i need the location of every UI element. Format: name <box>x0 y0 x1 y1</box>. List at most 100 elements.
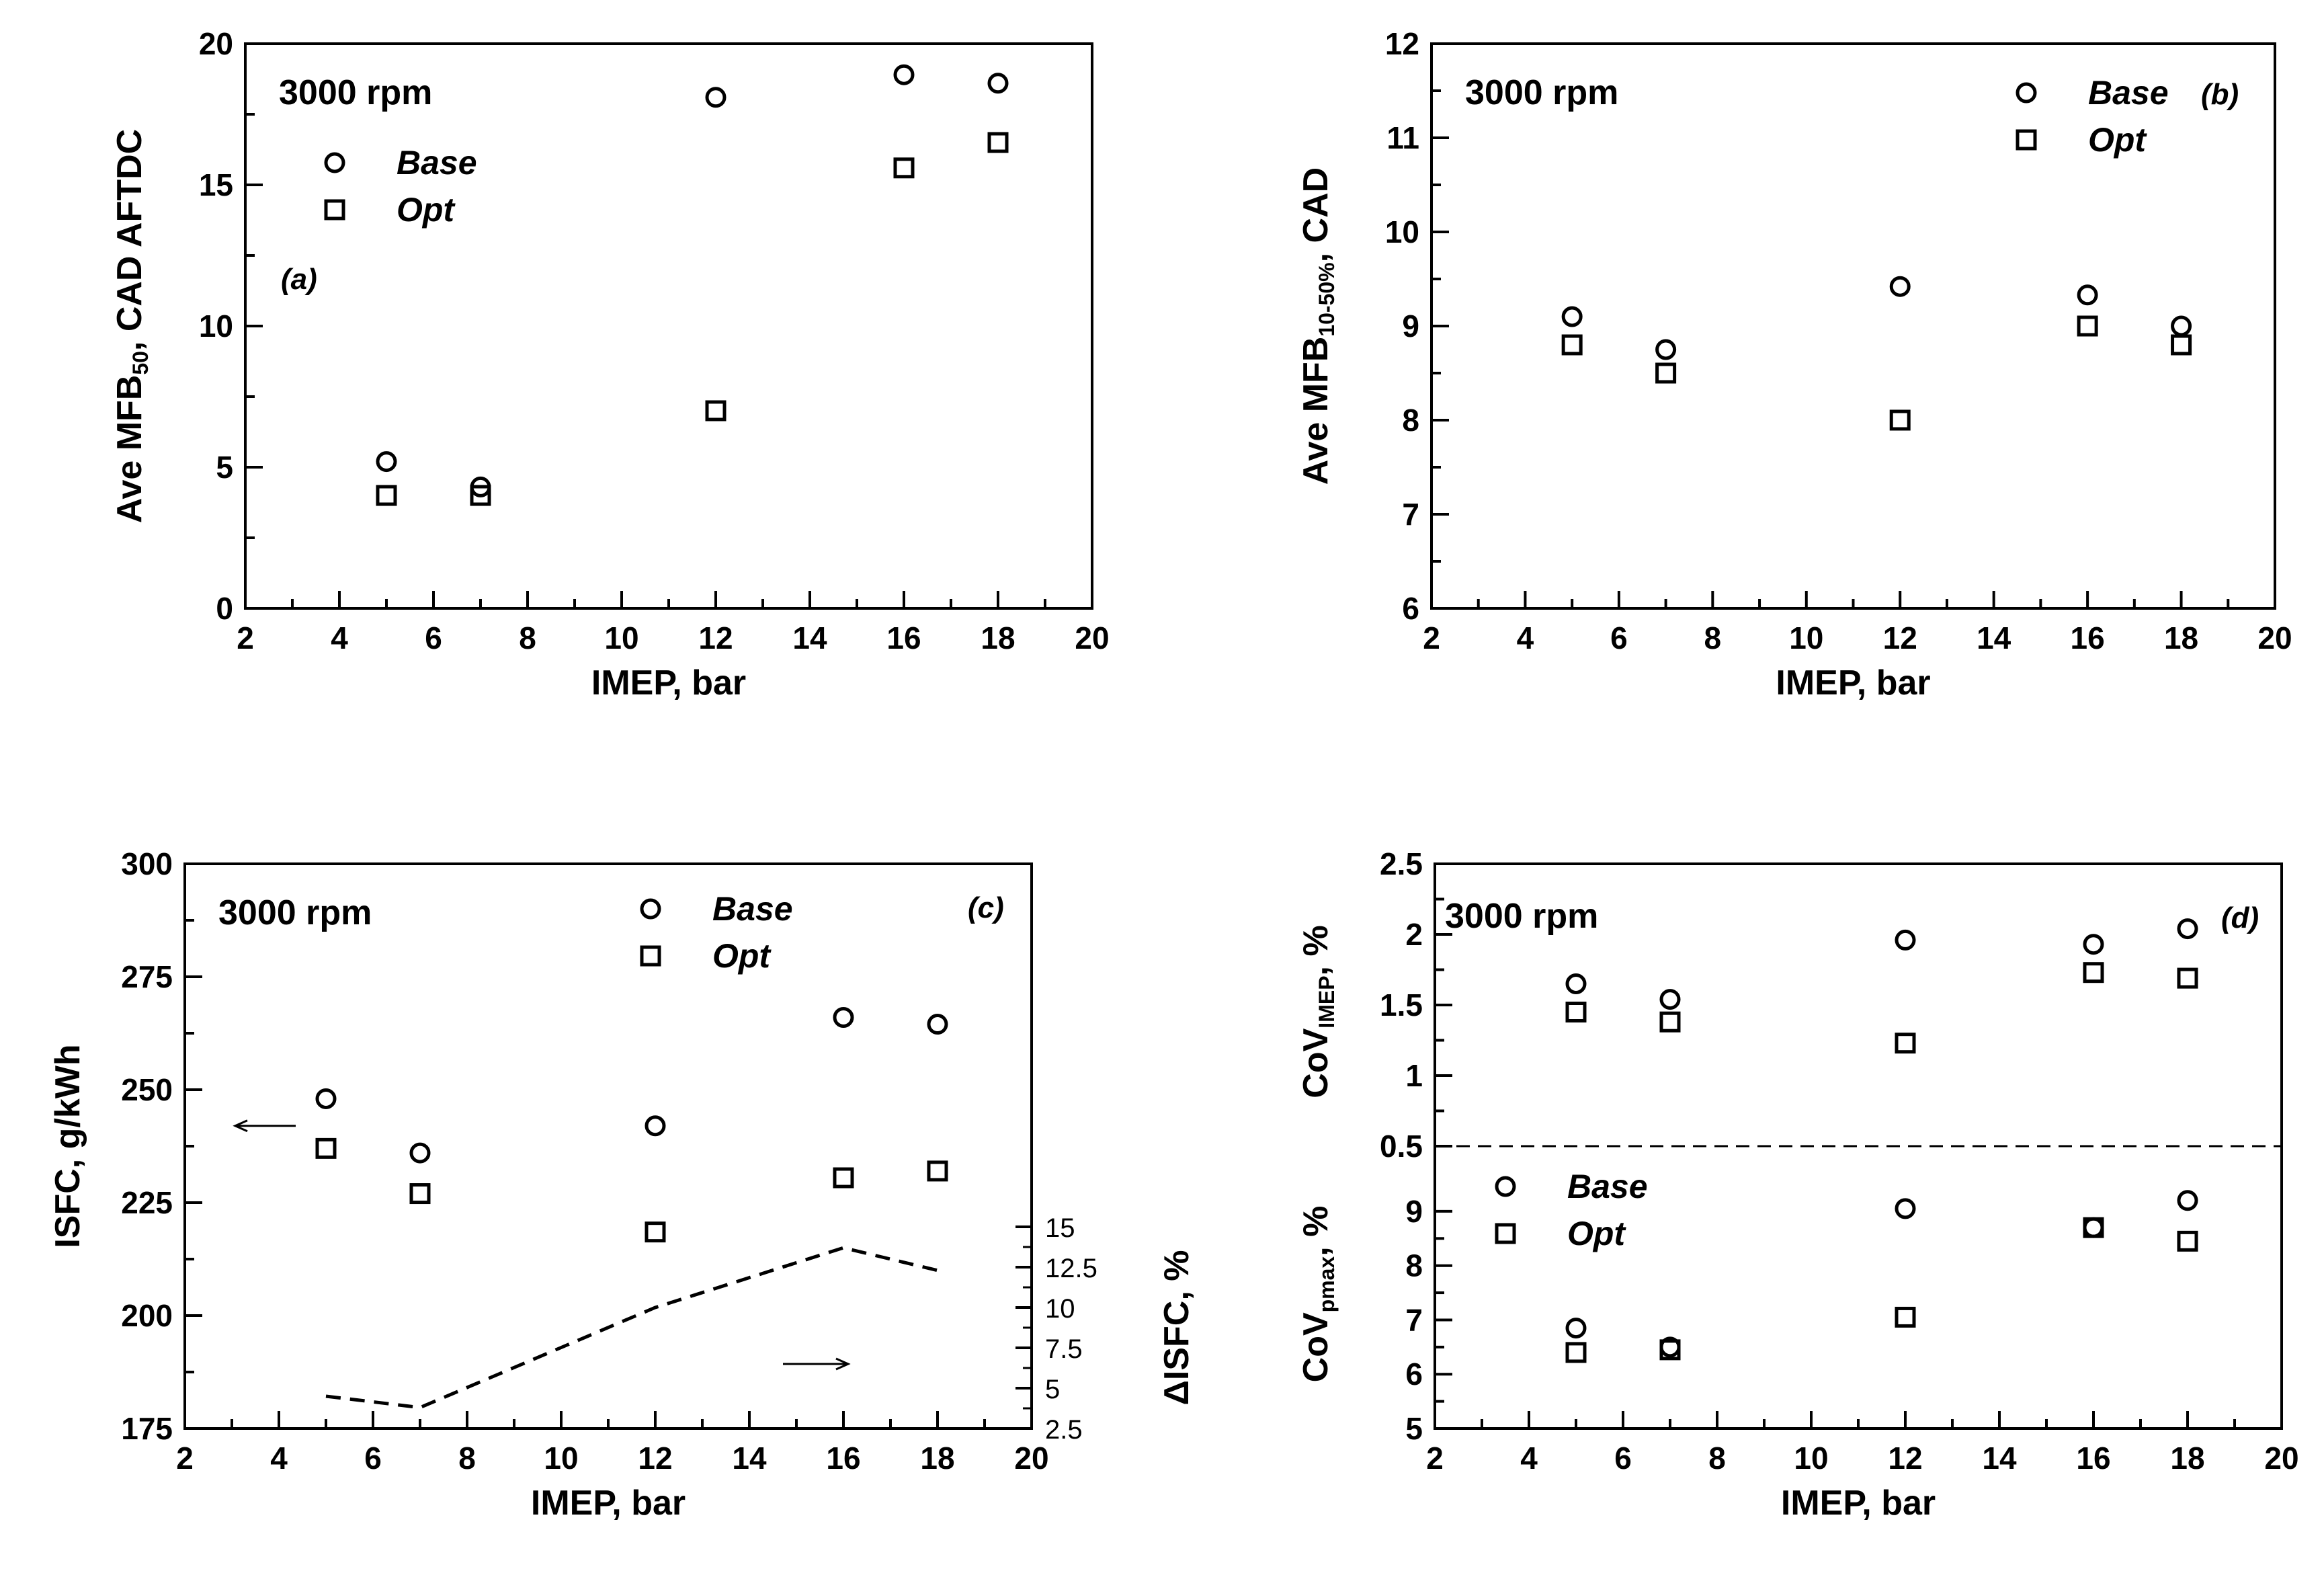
y-tick-label: 7 <box>1402 497 1419 532</box>
legend-label-base: Base <box>712 890 793 928</box>
plot-frame <box>183 862 1033 1430</box>
opt-point <box>2171 334 2192 356</box>
legend-circle-marker <box>640 898 661 920</box>
y-tick-label: 10 <box>1385 214 1419 249</box>
y-tick-label: 15 <box>199 167 233 202</box>
base-point <box>2177 918 2198 940</box>
y-axis-label-lower: CoVpmax, % <box>1296 1206 1339 1383</box>
opt-point <box>2177 1230 2198 1252</box>
x-tick-label: 20 <box>1075 620 1109 655</box>
x-axis-label: IMEP, bar <box>1776 663 1930 702</box>
y-axis-label-right: ΔISFC, % <box>1157 1250 1196 1406</box>
y-tick-label: 250 <box>121 1072 173 1107</box>
left-arrow-head <box>233 1119 248 1133</box>
opt-point <box>2083 1217 2104 1238</box>
x-tick-label: 16 <box>2071 620 2105 655</box>
base-point <box>1561 306 1583 327</box>
x-tick-label: 8 <box>519 620 536 655</box>
panel-b: 2 4 6 8 10 12 14 16 18 20 IMEP, bar 6 7 8 9 10 11 12 Ave M… <box>1296 26 2292 702</box>
y-axis-label: Ave MFB50, CAD AFTDC <box>110 129 153 523</box>
y-tick-label: 20 <box>199 26 233 61</box>
opt-point <box>833 1167 854 1189</box>
x-tick-label: 12 <box>638 1441 672 1476</box>
opt-point <box>1565 1342 1587 1363</box>
base-point <box>1565 973 1587 994</box>
panel-c: 2 4 6 8 10 12 14 16 18 20 IMEP, bar 175 200 225 250 275… <box>48 846 1196 1523</box>
right-tick-label: 5 <box>1045 1375 1060 1404</box>
opt-point <box>893 157 915 179</box>
rpm-annotation: 3000 rpm <box>279 73 432 112</box>
opt-point <box>2083 962 2104 983</box>
legend-label-opt: Opt <box>1567 1215 1626 1252</box>
opt-point <box>1895 1033 1916 1054</box>
x-tick-label: 14 <box>1977 620 2011 655</box>
x-tick-label: 18 <box>920 1441 954 1476</box>
x-tick-label: 16 <box>886 620 921 655</box>
x-tick-label: 18 <box>2170 1441 2204 1476</box>
x-tick-label: 14 <box>1982 1441 2017 1476</box>
opt-point <box>1565 1002 1587 1022</box>
right-tick-label: 2.5 <box>1045 1415 1083 1445</box>
x-tick-label: 20 <box>2257 620 2292 655</box>
legend-label-base: Base <box>2088 74 2169 112</box>
x-tick-label: 4 <box>1520 1441 1538 1476</box>
opt-point <box>1659 1011 1681 1033</box>
x-tick-label: 12 <box>1883 620 1917 655</box>
x-tick-label: 16 <box>2076 1441 2110 1476</box>
y-tick-label: 6 <box>1402 591 1419 626</box>
x-tick-label: 4 <box>270 1441 288 1476</box>
x-tick-label: 20 <box>2264 1441 2298 1476</box>
legend-square-marker <box>324 199 345 220</box>
x-tick-label: 4 <box>1517 620 1534 655</box>
opt-point <box>1659 1339 1681 1361</box>
x-tick-label: 6 <box>1614 1441 1632 1476</box>
opt-point <box>1561 334 1583 356</box>
opt-point <box>927 1160 948 1182</box>
x-tick-label: 16 <box>826 1441 860 1476</box>
rpm-annotation: 3000 rpm <box>1465 73 1618 112</box>
opt-point <box>409 1183 431 1205</box>
base-point <box>2077 284 2098 306</box>
x-tick-label: 12 <box>698 620 733 655</box>
right-tick-label: 7.5 <box>1045 1334 1083 1364</box>
panel-d: 2 4 6 8 10 12 14 16 18 20 IMEP, bar 0.5 1 1.5 2 2.5 5 6 7 8… <box>1296 846 2299 1523</box>
base-point <box>2177 1190 2198 1211</box>
y-tick-label: 1 <box>1405 1058 1423 1093</box>
x-tick-label: 6 <box>364 1441 382 1476</box>
x-tick-label: 4 <box>331 620 348 655</box>
opt-point <box>2177 967 2198 989</box>
opt-point <box>315 1137 337 1159</box>
y-tick-label: 300 <box>121 846 173 881</box>
y-tick-label: 200 <box>121 1298 173 1333</box>
opt-point <box>645 1221 666 1243</box>
opt-point <box>705 400 727 421</box>
base-point <box>2083 934 2104 955</box>
y-tick-label: 275 <box>121 959 173 994</box>
plot-frame <box>1430 42 2276 610</box>
opt-point <box>1889 409 1911 431</box>
y-tick-label: 5 <box>216 450 233 485</box>
x-tick-label: 10 <box>1794 1441 1828 1476</box>
x-tick-label: 8 <box>1708 1441 1726 1476</box>
base-point <box>987 73 1009 94</box>
opt-point <box>1895 1306 1916 1328</box>
base-point <box>2171 315 2192 337</box>
base-point <box>893 64 915 85</box>
x-tick-label: 14 <box>792 620 827 655</box>
base-point <box>1895 929 1916 951</box>
x-tick-label: 10 <box>604 620 638 655</box>
x-tick-label: 2 <box>1426 1441 1444 1476</box>
x-tick-label: 18 <box>2164 620 2198 655</box>
plot-frame <box>244 42 1093 610</box>
base-point <box>705 87 727 108</box>
opt-point <box>987 132 1009 153</box>
right-tick-label: 12.5 <box>1045 1254 1097 1283</box>
y-tick-label: 225 <box>121 1185 173 1220</box>
right-tick-label: 15 <box>1045 1213 1075 1243</box>
x-tick-label: 2 <box>1423 620 1440 655</box>
right-tick-label: 10 <box>1045 1294 1075 1324</box>
x-tick-label: 6 <box>425 620 442 655</box>
y-tick-label: 6 <box>1405 1357 1423 1392</box>
legend-label-opt: Opt <box>712 937 772 975</box>
